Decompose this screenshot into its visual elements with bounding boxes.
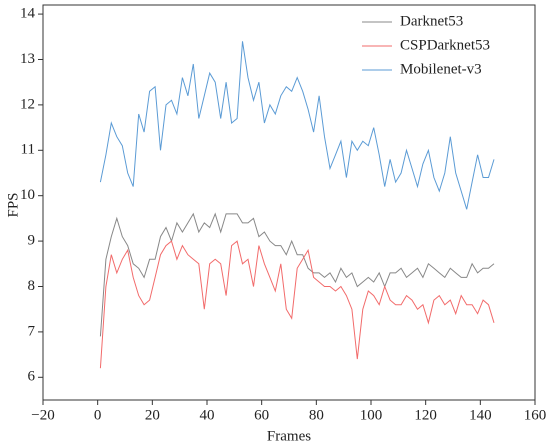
y-tick-label: 13 [20, 51, 35, 67]
x-tick-label: 160 [524, 407, 547, 423]
x-tick-label: 0 [94, 407, 102, 423]
legend-label: Darknet53 [400, 13, 463, 29]
y-axis-label: FPS [5, 192, 21, 217]
legend-label: Mobilenet-v3 [400, 61, 482, 77]
series-line [99, 212, 495, 337]
x-tick-label: 140 [469, 407, 492, 423]
y-tick-label: 10 [20, 187, 35, 203]
y-tick-label: 12 [20, 96, 35, 112]
legend-label: CSPDarknet53 [400, 37, 490, 53]
y-tick-label: 8 [28, 278, 36, 294]
x-tick-label: −20 [31, 407, 54, 423]
y-tick-label: 11 [21, 142, 35, 158]
x-tick-label: 20 [145, 407, 160, 423]
x-axis-label: Frames [267, 428, 311, 444]
x-tick-label: 100 [360, 407, 383, 423]
x-tick-label: 40 [200, 407, 215, 423]
series-line [99, 240, 495, 369]
y-tick-label: 9 [28, 233, 36, 249]
x-tick-label: 60 [254, 407, 269, 423]
y-tick-label: 7 [28, 323, 36, 339]
series-line [99, 41, 495, 210]
y-tick-label: 6 [28, 369, 36, 385]
x-tick-label: 120 [414, 407, 437, 423]
y-tick-label: 14 [20, 6, 36, 22]
x-tick-label: 80 [309, 407, 324, 423]
plot-frame [42, 4, 536, 401]
